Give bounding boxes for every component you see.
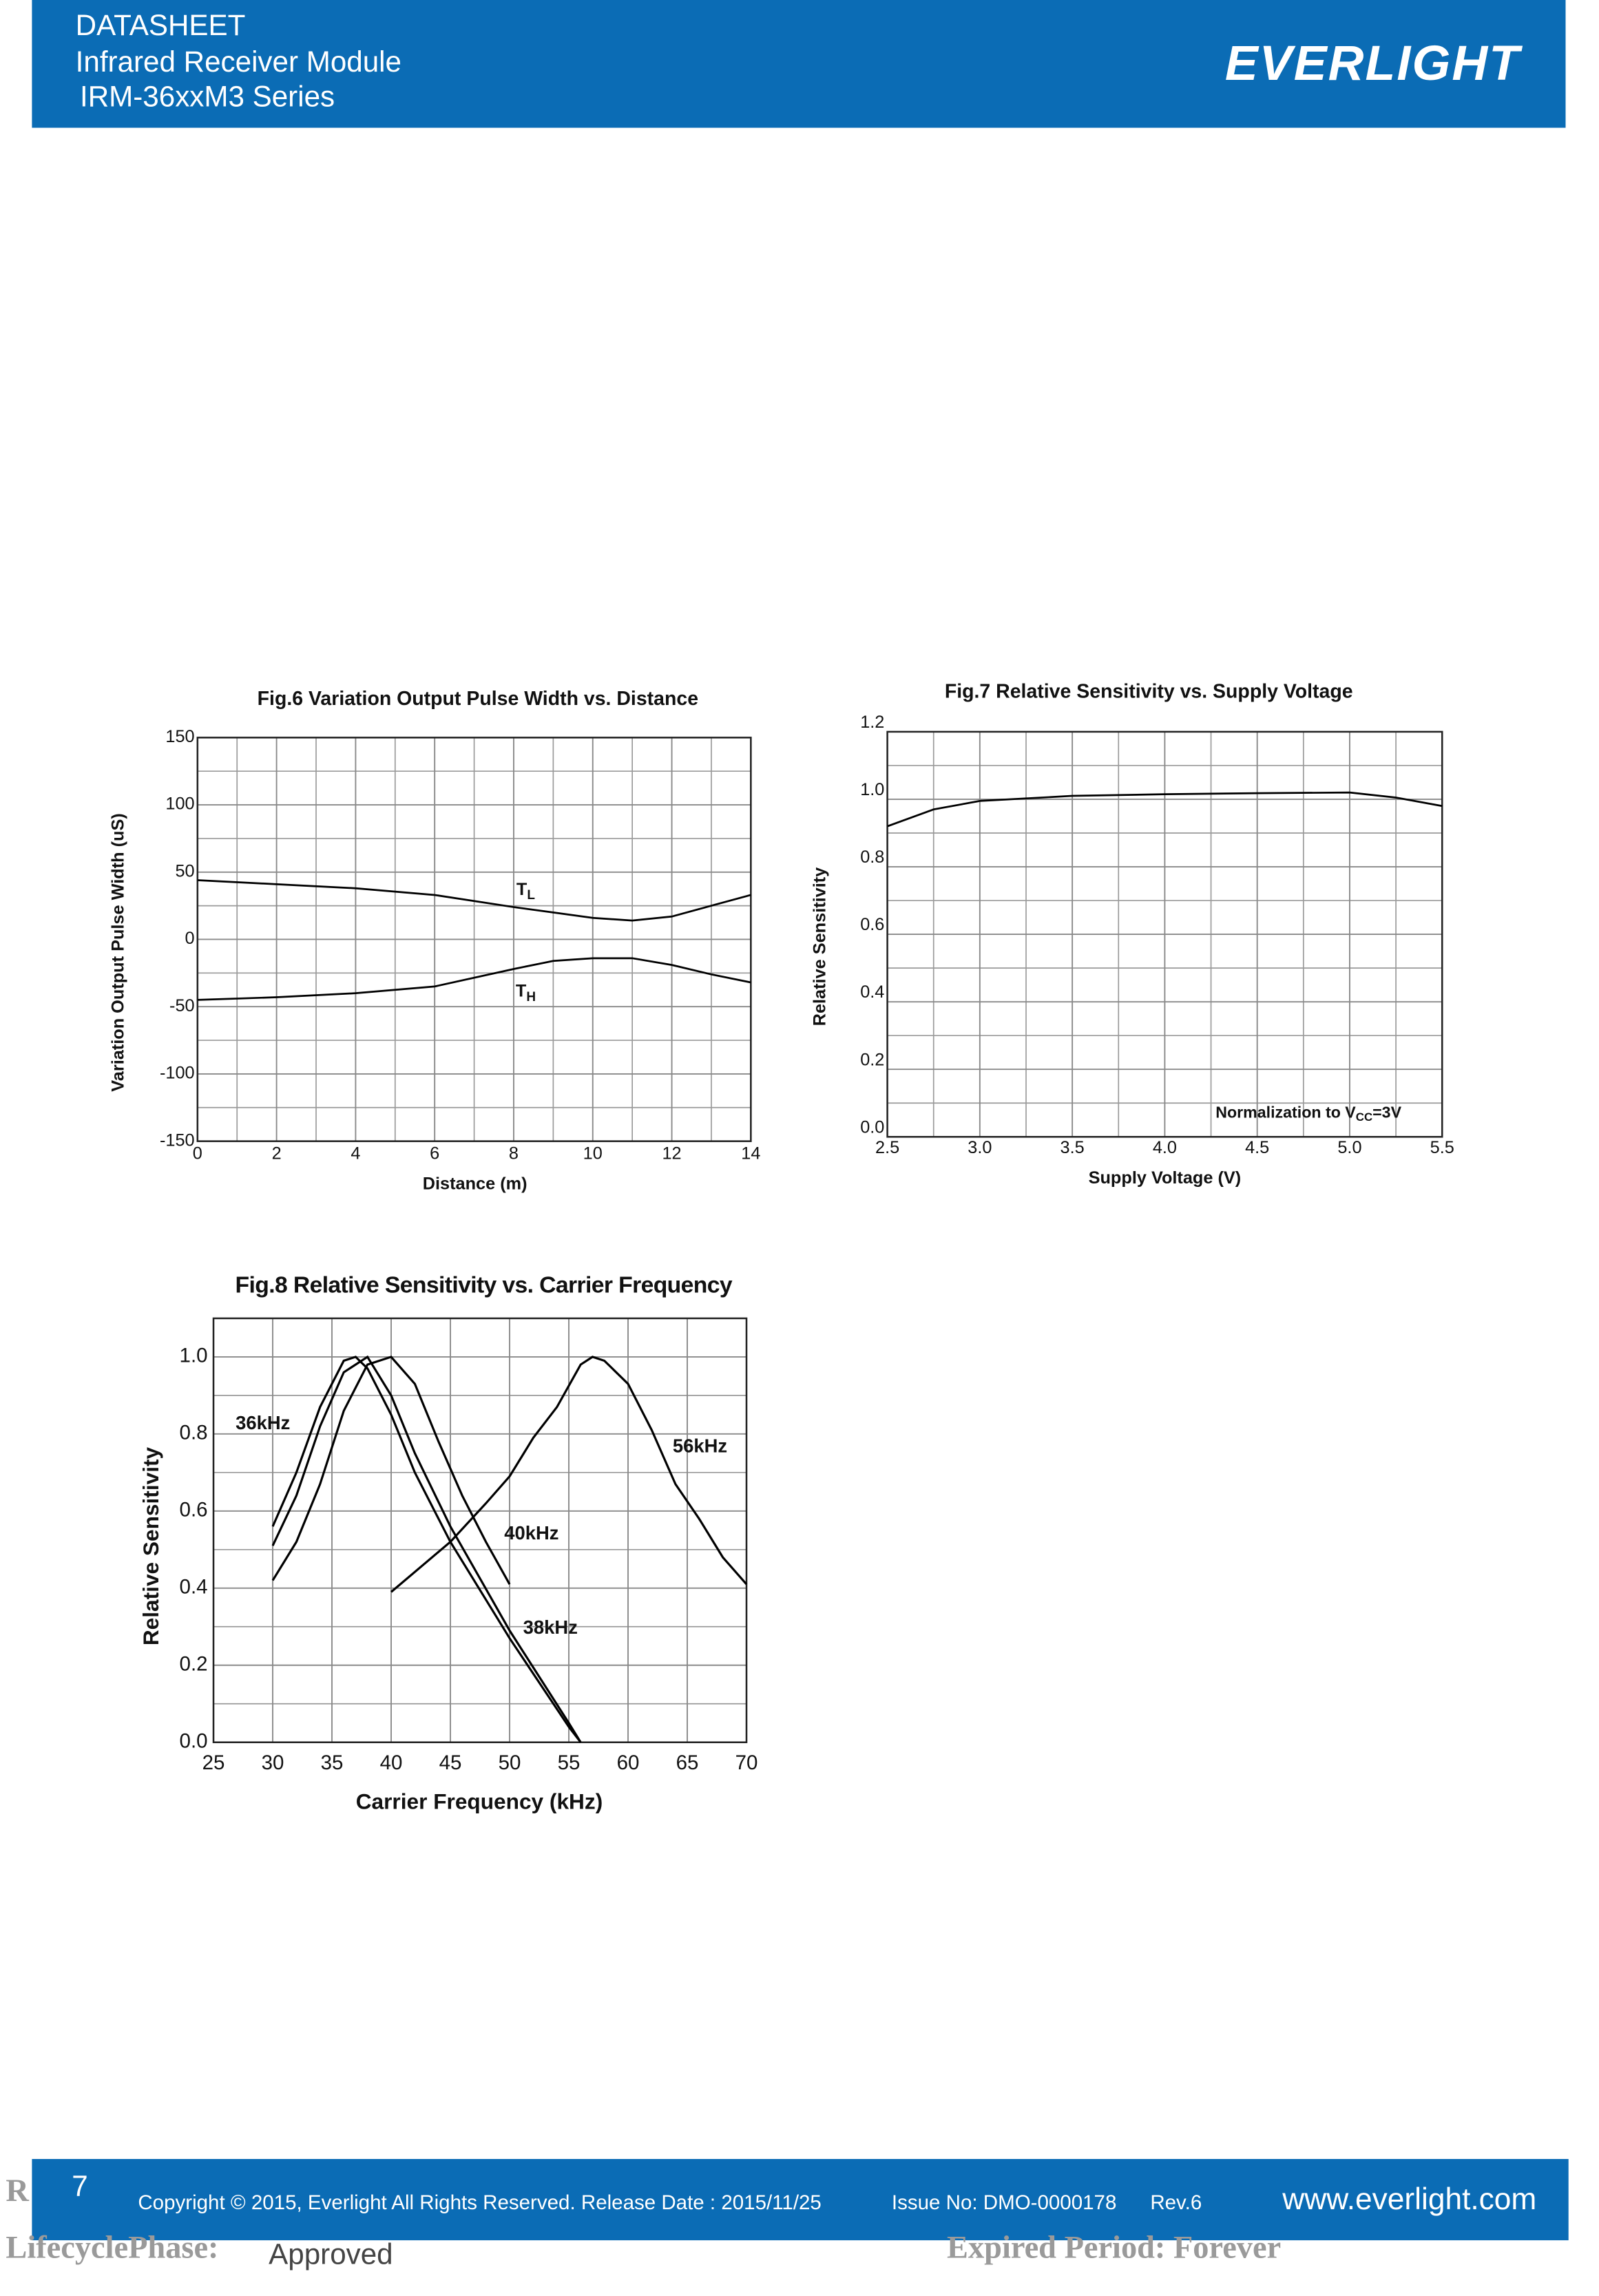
y-axis-label: Relative Sensitivity	[810, 867, 829, 1026]
series-name: T	[516, 981, 527, 1000]
series-name: 56kHz	[673, 1435, 727, 1457]
x-tick-label: 25	[202, 1751, 225, 1774]
expired-period: Expired Period: Forever	[947, 2230, 1281, 2265]
x-tick-label: 45	[439, 1751, 462, 1774]
y-tick-label: 0.2	[180, 1653, 208, 1676]
x-tick-label: 14	[741, 1144, 760, 1163]
y-tick-label: 0.6	[860, 915, 884, 934]
chart-title: Fig.7 Relative Sensitivity vs. Supply Vo…	[945, 680, 1353, 702]
header-subtitle: Infrared Receiver Module	[76, 45, 401, 78]
x-tick-label: 2	[272, 1144, 282, 1163]
revision: Rev.6	[1150, 2191, 1202, 2214]
data-line	[390, 1356, 748, 1593]
page-number: 7	[72, 2169, 87, 2202]
x-tick-label: 60	[617, 1751, 640, 1774]
y-tick-label: 0	[185, 929, 195, 948]
lifecycle-status: Approved	[269, 2237, 393, 2270]
header-series: IRM-36xxM3 Series	[80, 81, 335, 113]
series-name: 38kHz	[523, 1616, 578, 1638]
series-name: 36kHz	[236, 1412, 290, 1433]
x-tick-label: 3.0	[968, 1138, 992, 1157]
x-tick-label: 50	[499, 1751, 521, 1774]
stamp-r: R	[6, 2173, 29, 2209]
x-tick-label: 4.5	[1245, 1138, 1269, 1157]
plot-frame	[886, 730, 1443, 1138]
y-tick-label: 1.0	[860, 780, 884, 799]
chart-title: Fig.8 Relative Sensitivity vs. Carrier F…	[236, 1272, 733, 1298]
x-tick-label: 30	[262, 1751, 284, 1774]
y-tick-label: 0.8	[180, 1422, 208, 1444]
x-tick-label: 4.0	[1153, 1138, 1177, 1157]
x-tick-label: 5.0	[1337, 1138, 1361, 1157]
copyright: Copyright © 2015, Everlight All Rights R…	[138, 2191, 822, 2214]
series-label: TH	[516, 981, 536, 1004]
y-tick-label: 0.8	[860, 847, 884, 867]
header-bar	[32, 0, 1566, 128]
x-tick-label: 35	[321, 1751, 344, 1774]
y-tick-label: -100	[160, 1064, 195, 1083]
y-tick-label: 0.4	[860, 982, 884, 1002]
y-tick-label: 150	[165, 727, 194, 746]
x-tick-label: 10	[583, 1144, 603, 1163]
y-tick-label: 0.6	[180, 1499, 208, 1521]
data-line	[197, 957, 751, 1001]
y-tick-label: 1.2	[860, 713, 884, 732]
x-tick-label: 2.5	[875, 1138, 899, 1157]
x-tick-label: 8	[509, 1144, 519, 1163]
data-line	[887, 791, 1443, 828]
footer-bar	[32, 2158, 1569, 2241]
x-tick-label: 6	[430, 1144, 439, 1163]
series-label: 38kHz	[523, 1616, 578, 1638]
x-tick-label: 65	[676, 1751, 699, 1774]
series-name: 40kHz	[504, 1522, 558, 1544]
x-tick-label: 4	[351, 1144, 360, 1163]
plot-frame	[212, 1317, 748, 1743]
issue-number: Issue No: DMO-0000178	[892, 2191, 1116, 2214]
logo: EVERLIGHT	[1225, 36, 1523, 91]
series-subscript: H	[526, 990, 536, 1004]
y-tick-label: -50	[169, 996, 195, 1015]
x-axis-label: Distance (m)	[423, 1175, 527, 1194]
annotation: Normalization to VCC=3V	[1215, 1104, 1401, 1124]
y-tick-label: 0.4	[180, 1576, 208, 1599]
website[interactable]: www.everlight.com	[1282, 2182, 1536, 2216]
y-tick-label: 0.0	[180, 1730, 208, 1753]
x-tick-label: 5.5	[1430, 1138, 1454, 1157]
y-tick-label: 50	[175, 861, 194, 881]
y-tick-label: 0.0	[860, 1117, 884, 1137]
x-axis-label: Supply Voltage (V)	[1089, 1168, 1242, 1188]
annotation-text: Normalization to V	[1215, 1104, 1356, 1121]
series-label: TL	[516, 879, 535, 903]
x-tick-label: 55	[558, 1751, 581, 1774]
data-line	[271, 1355, 582, 1743]
annotation-suffix: =3V	[1372, 1104, 1401, 1121]
chart-title: Fig.6 Variation Output Pulse Width vs. D…	[258, 688, 698, 710]
y-tick-label: 0.2	[860, 1050, 884, 1069]
data-line	[197, 879, 751, 922]
x-tick-label: 12	[662, 1144, 681, 1163]
x-tick-label: 40	[380, 1751, 403, 1774]
y-axis-label: Relative Sensitivity	[138, 1446, 163, 1645]
y-axis-label: Variation Output Pulse Width (uS)	[109, 813, 128, 1092]
series-name: T	[516, 879, 527, 898]
x-tick-label: 3.5	[1060, 1138, 1085, 1157]
plot-frame	[196, 737, 752, 1142]
series-subscript: L	[527, 888, 535, 903]
y-tick-label: 100	[165, 794, 194, 814]
y-tick-label: -150	[160, 1130, 195, 1150]
x-axis-label: Carrier Frequency (kHz)	[356, 1789, 603, 1814]
series-label: 36kHz	[236, 1412, 290, 1433]
series-label: 56kHz	[673, 1435, 727, 1457]
data-line	[271, 1356, 582, 1743]
header-title: DATASHEET	[76, 9, 246, 41]
series-label: 40kHz	[504, 1522, 558, 1544]
x-tick-label: 70	[735, 1751, 758, 1774]
data-line	[271, 1356, 511, 1585]
lifecycle-label: LifecyclePhase:	[6, 2230, 218, 2265]
x-tick-label: 0	[193, 1144, 202, 1163]
y-tick-label: 1.0	[180, 1345, 208, 1367]
annotation-subscript: CC	[1356, 1110, 1372, 1124]
